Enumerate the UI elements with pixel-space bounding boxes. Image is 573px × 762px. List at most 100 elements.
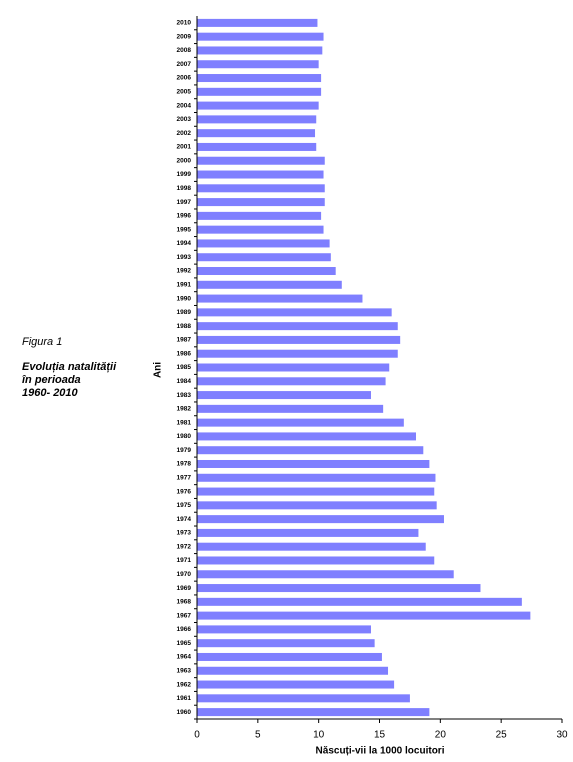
bar (197, 611, 531, 620)
y-tick-label: 1994 (177, 240, 192, 247)
y-tick-label: 1962 (177, 681, 192, 688)
y-tick-label: 1977 (177, 474, 192, 481)
bar (197, 60, 319, 69)
bar (197, 473, 436, 482)
y-tick-label: 1984 (177, 378, 192, 385)
y-tick-label: 1976 (177, 488, 192, 495)
y-tick-label: 1964 (177, 654, 192, 661)
y-tick-label: 1963 (177, 667, 192, 674)
y-tick-label: 1990 (177, 295, 192, 302)
bar (197, 211, 322, 220)
bar (197, 666, 389, 675)
x-tick-label: 0 (194, 730, 200, 741)
y-tick-label: 1968 (177, 599, 192, 606)
x-tick-label: 5 (255, 730, 261, 741)
y-tick-label: 1965 (177, 640, 192, 647)
bar (197, 404, 384, 413)
y-tick-label: 1982 (177, 406, 192, 413)
figure-caption: Evoluția natalității (22, 361, 117, 373)
y-tick-label: 1980 (177, 433, 192, 440)
bar (197, 32, 324, 41)
bar (197, 556, 435, 565)
bar (197, 142, 317, 151)
y-tick-label: 1978 (177, 461, 192, 468)
y-tick-label: 2001 (177, 144, 192, 151)
bar (197, 280, 342, 289)
bar (197, 198, 325, 207)
y-tick-label: 2007 (177, 61, 192, 68)
bar (197, 391, 371, 400)
bar (197, 267, 336, 276)
bar (197, 418, 404, 427)
bar (197, 74, 322, 83)
y-tick-label: 1998 (177, 185, 192, 192)
y-tick-label: 1961 (177, 695, 192, 702)
bar (197, 694, 410, 703)
bar (197, 170, 324, 179)
bar (197, 335, 401, 344)
x-tick-label: 20 (435, 730, 447, 741)
bar (197, 625, 371, 634)
bar (197, 18, 318, 27)
y-tick-label: 2010 (177, 20, 192, 27)
bar (197, 584, 481, 593)
y-tick-label: 1995 (177, 226, 192, 233)
bar (197, 363, 390, 372)
y-tick-label: 2005 (177, 89, 192, 96)
x-tick-label: 25 (496, 730, 508, 741)
bar (197, 322, 398, 331)
bar (197, 597, 522, 606)
y-tick-label: 1987 (177, 337, 192, 344)
bar (197, 432, 416, 441)
figure-label: Figura 1 (22, 336, 62, 348)
bar (197, 156, 325, 165)
bar (197, 87, 322, 96)
bar (197, 308, 392, 317)
bar (197, 652, 382, 661)
y-tick-label: 1970 (177, 571, 192, 578)
y-tick-label: 2002 (177, 130, 192, 137)
y-tick-label: 1986 (177, 350, 192, 357)
y-tick-label: 1966 (177, 626, 192, 633)
bar (197, 515, 444, 524)
y-tick-label: 1960 (177, 709, 192, 716)
bar (197, 239, 330, 248)
figure-caption: 1960- 2010 (22, 387, 79, 399)
bar (197, 446, 424, 455)
y-tick-label: 1991 (177, 282, 192, 289)
y-tick-label: 1971 (177, 557, 192, 564)
bar (197, 570, 454, 579)
y-tick-label: 1969 (177, 585, 192, 592)
x-tick-label: 15 (374, 730, 386, 741)
y-tick-label: 1983 (177, 392, 192, 399)
y-tick-label: 2004 (177, 102, 192, 109)
x-tick-label: 30 (556, 730, 568, 741)
x-tick-label: 10 (313, 730, 325, 741)
y-tick-label: 1993 (177, 254, 192, 261)
y-tick-label: 1972 (177, 543, 192, 550)
bar (197, 46, 323, 55)
y-tick-label: 1997 (177, 199, 192, 206)
bar (197, 349, 398, 358)
y-tick-label: 1979 (177, 447, 192, 454)
bar (197, 115, 317, 124)
bar (197, 101, 319, 110)
bar (197, 542, 426, 551)
bar (197, 501, 437, 510)
bar (197, 225, 324, 234)
bar (197, 377, 386, 386)
y-tick-label: 1985 (177, 364, 192, 371)
y-tick-label: 1996 (177, 213, 192, 220)
y-axis-title: Ani (153, 362, 164, 378)
bar (197, 708, 430, 717)
bar (197, 294, 363, 303)
bar (197, 680, 395, 689)
y-tick-label: 1988 (177, 323, 192, 330)
bar (197, 487, 435, 496)
y-tick-label: 2009 (177, 33, 192, 40)
y-tick-label: 1981 (177, 419, 192, 426)
bar (197, 459, 430, 468)
y-tick-label: 1975 (177, 502, 192, 509)
